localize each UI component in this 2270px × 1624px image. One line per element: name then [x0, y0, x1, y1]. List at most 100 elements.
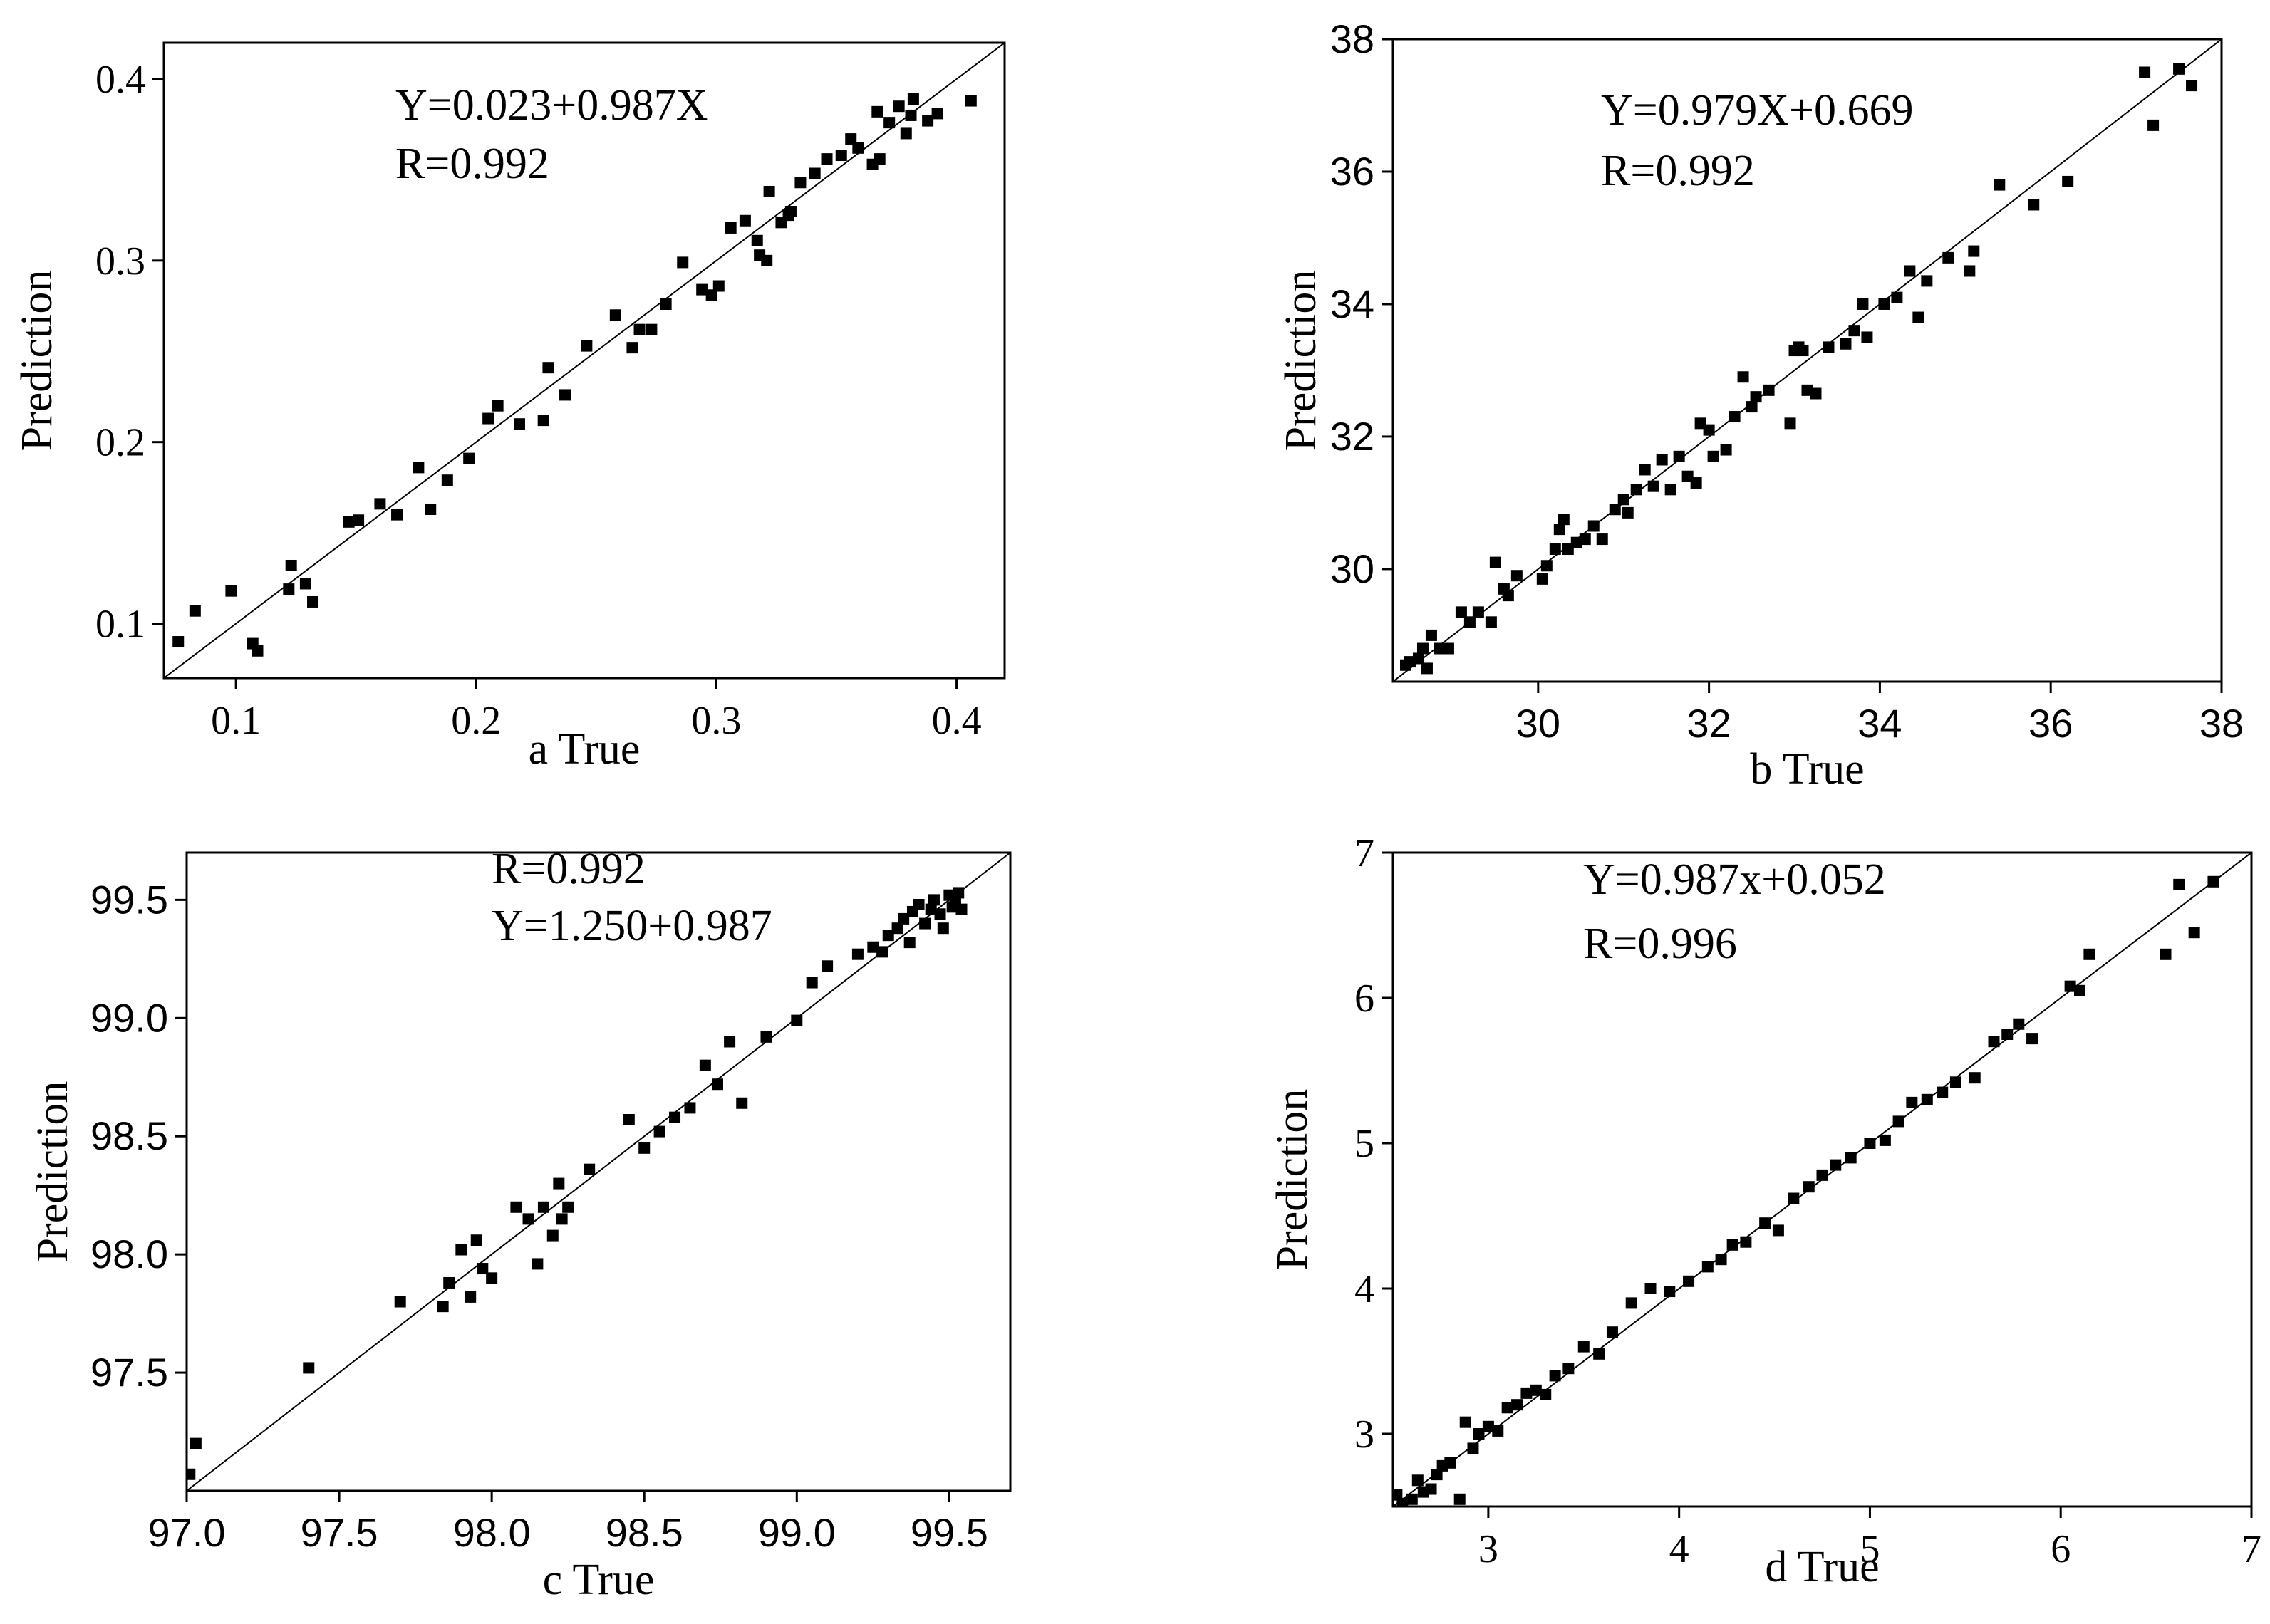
- data-point: [1683, 1275, 1695, 1287]
- data-point: [343, 516, 355, 528]
- data-point: [1759, 1217, 1771, 1229]
- data-point: [1411, 1474, 1424, 1487]
- data-point: [1746, 401, 1758, 413]
- data-point: [761, 254, 773, 266]
- data-point: [2160, 948, 2172, 960]
- data-point: [736, 1097, 748, 1109]
- y-axis-label: Prediction: [1277, 270, 1325, 452]
- data-point: [784, 206, 797, 218]
- x-tick-label: 0.1: [211, 699, 261, 743]
- x-tick-label: 38: [2199, 701, 2244, 746]
- data-point: [712, 280, 725, 292]
- data-point: [913, 899, 925, 911]
- y-axis-label: Prediction: [1268, 1089, 1317, 1271]
- annotation-line-1: Y=0.979X+0.669: [1601, 86, 1913, 135]
- data-point: [705, 289, 717, 301]
- data-point: [1994, 179, 2006, 191]
- data-point: [1673, 450, 1685, 462]
- data-point: [852, 142, 864, 154]
- x-tick-label: 97.5: [301, 1510, 378, 1555]
- data-point: [1740, 1236, 1752, 1248]
- y-tick-label: 99.0: [90, 995, 168, 1040]
- data-point: [1444, 1457, 1456, 1469]
- data-point: [1412, 652, 1424, 665]
- data-point: [1921, 1093, 1933, 1105]
- x-axis-label: b True: [1750, 745, 1864, 793]
- data-point: [609, 309, 621, 321]
- x-tick-label: 30: [1516, 701, 1560, 746]
- data-point: [1772, 1224, 1784, 1237]
- plot-frame: [185, 851, 1012, 1492]
- x-tick-label: 98.0: [453, 1510, 531, 1555]
- data-point: [225, 585, 237, 597]
- data-point: [1949, 1076, 1961, 1088]
- data-point: [684, 1102, 696, 1114]
- data-point: [2139, 66, 2151, 78]
- data-point: [1622, 506, 1634, 519]
- data-point: [1823, 341, 1835, 353]
- data-point: [1729, 411, 1741, 423]
- data-point: [739, 214, 751, 227]
- y-tick-label: 5: [1354, 1122, 1374, 1166]
- data-point: [871, 105, 883, 118]
- data-point: [725, 222, 737, 234]
- data-point: [1937, 1086, 1949, 1098]
- data-point: [1879, 1134, 1891, 1146]
- data-point: [724, 1036, 736, 1048]
- data-point: [562, 1201, 574, 1213]
- data-point: [883, 117, 896, 129]
- data-point: [626, 342, 638, 354]
- data-point: [2013, 1018, 2025, 1030]
- x-tick-label: 99.0: [758, 1510, 836, 1555]
- data-point: [821, 153, 833, 165]
- data-point: [1482, 1420, 1494, 1432]
- data-point: [1656, 454, 1668, 466]
- chart-panel-a: 0.1 0.2 0.3 0.4 0.1 0.2 0.3 0.4 a True Prediction…: [13, 41, 1006, 774]
- data-point: [1501, 1402, 1513, 1414]
- data-point: [1596, 533, 1608, 546]
- data-point: [1502, 590, 1514, 602]
- data-point: [1788, 1192, 1800, 1204]
- y-tick-label: 3: [1354, 1412, 1374, 1457]
- data-point: [822, 960, 834, 972]
- data-point: [751, 234, 763, 246]
- data-point: [1587, 520, 1600, 532]
- annotation-line-1: R=0.992: [492, 845, 646, 893]
- data-point: [806, 977, 818, 989]
- data-point: [1816, 1169, 1828, 1181]
- data-point: [1701, 1261, 1714, 1273]
- data-point: [934, 908, 946, 920]
- data-point: [874, 153, 886, 165]
- data-point: [2188, 927, 2200, 939]
- x-tick-label: 32: [1686, 701, 1731, 746]
- data-point: [299, 578, 311, 590]
- y-tick-label: 32: [1330, 414, 1374, 459]
- x-axis-label: a True: [529, 725, 641, 774]
- data-point: [1784, 417, 1796, 430]
- data-point: [1473, 1428, 1485, 1440]
- data-point: [584, 1163, 596, 1175]
- data-point: [189, 605, 201, 617]
- data-point: [559, 389, 571, 401]
- data-point: [882, 930, 894, 942]
- data-point: [470, 1234, 482, 1246]
- annotation-line-1: Y=0.023+0.987X: [395, 81, 708, 130]
- data-point: [187, 1468, 196, 1480]
- data-point: [537, 415, 549, 427]
- data-point: [623, 1113, 635, 1125]
- data-point: [1558, 514, 1570, 526]
- data-point: [955, 903, 968, 915]
- x-tick-label: 5: [1860, 1527, 1880, 1571]
- data-point: [556, 1213, 568, 1225]
- data-point: [1964, 265, 1976, 277]
- x-axis-label: c True: [543, 1556, 655, 1604]
- data-point: [763, 185, 775, 197]
- data-point: [513, 418, 525, 430]
- data-point: [532, 1258, 544, 1270]
- data-point: [1737, 371, 1749, 383]
- data-point: [1904, 265, 1916, 277]
- data-point: [669, 1111, 681, 1123]
- data-point: [1425, 629, 1437, 641]
- data-point: [1639, 464, 1651, 476]
- data-point: [809, 167, 821, 179]
